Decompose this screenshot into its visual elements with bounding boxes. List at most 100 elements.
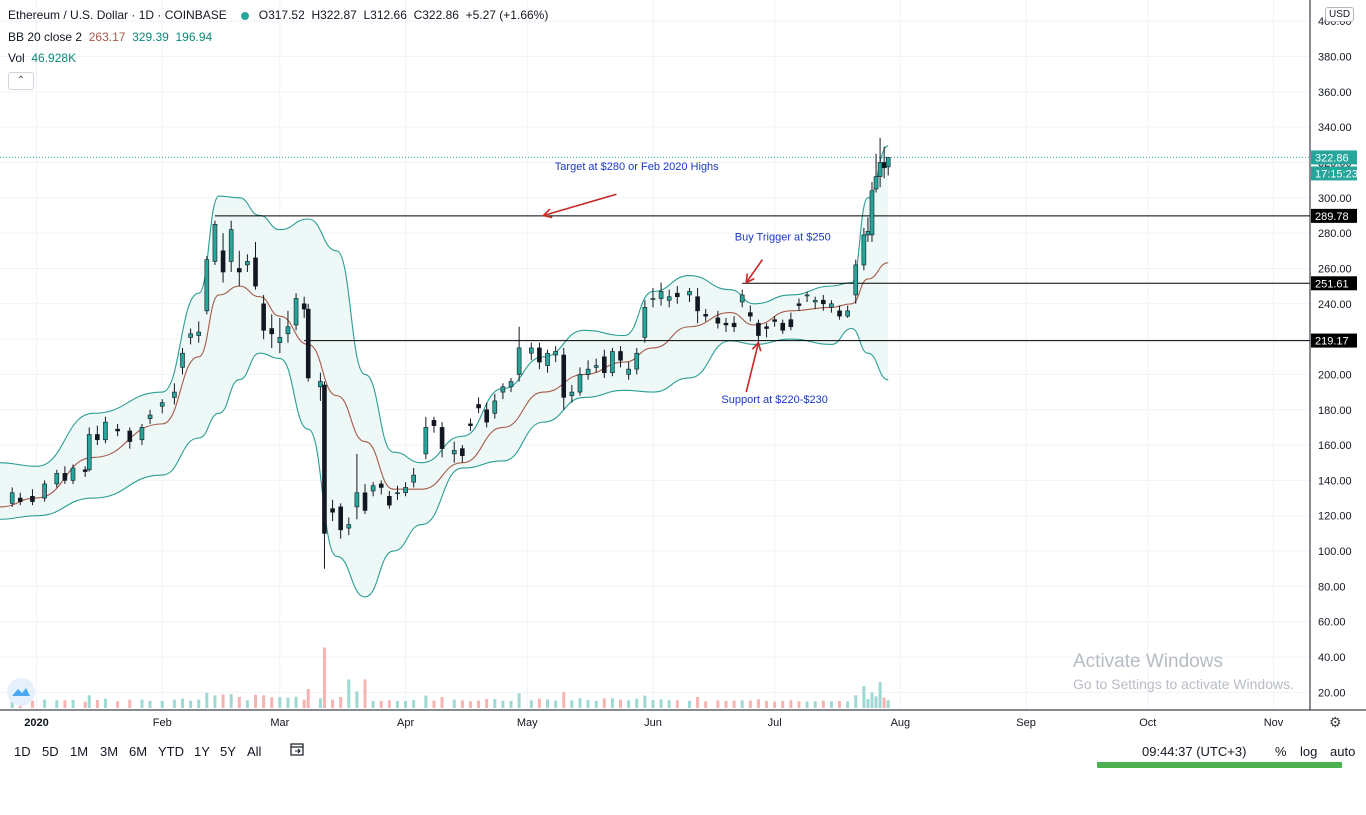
candle-down [236,268,242,273]
volume-bar [270,697,274,708]
price-badge-label: 289.78 [1315,211,1349,223]
log-toggle[interactable]: log [1300,744,1318,759]
gear-icon[interactable]: ⚙ [1329,714,1342,730]
symbol-title[interactable]: Ethereum / U.S. Dollar · 1D · COINBASE [8,8,227,22]
candle-down [561,354,567,398]
timeframe-6m[interactable]: 6M [129,744,148,759]
candle-down [756,322,761,336]
volume-bar [485,698,489,708]
candle-down [127,430,133,442]
candle-down [17,497,23,502]
candle-up [553,351,558,356]
legend-bb-row[interactable]: BB 20 close 2 263.17 329.39 196.94 [8,30,212,44]
volume-bar [619,699,623,708]
collapse-legend-button[interactable]: ⌃ [8,72,34,90]
legend-vol-row[interactable]: Vol 46.928K [8,51,76,65]
volume-bar [874,696,878,708]
time-tick-label: Nov [1264,717,1284,729]
candle-up [829,303,834,308]
candle-down [748,312,753,317]
volume-bar [813,701,817,708]
timeframe-5d[interactable]: 5D [42,744,59,759]
volume-bar [148,700,152,708]
candle-up [804,294,810,297]
volume-bar [30,700,34,708]
volume-bar [83,701,87,708]
percent-toggle[interactable]: % [1275,744,1287,759]
timeframe-5y[interactable]: 5Y [220,744,236,759]
timeframe-1y[interactable]: 1Y [194,744,210,759]
candle-up [610,351,615,373]
volume-bar [213,695,217,708]
volume-bar [432,700,436,708]
candle-down [62,473,68,481]
timeframe-3m[interactable]: 3M [100,744,119,759]
volume-bar [586,699,590,708]
volume-bar [602,698,606,708]
volume-bar [128,699,132,708]
candle-down [881,162,887,169]
volume-bar [704,701,708,708]
volume-bar [687,700,691,708]
timeframe-ytd[interactable]: YTD [158,744,184,759]
candle-down [715,317,721,324]
candle-down [362,492,368,511]
volume-bar [160,700,164,708]
candle-down [468,423,473,426]
candle-down [772,319,777,322]
time-tick-label: May [517,717,538,729]
candle-up [403,487,408,494]
timeframe-all[interactable]: All [247,744,262,759]
volume-bar [854,695,858,708]
volume-bar [318,698,322,708]
price-axis[interactable]: 20.00 40.00 60.00 80.00 100.00 120.00 140.00 16… [1318,16,1352,699]
volume-bar [562,692,566,708]
candle-up [642,307,648,338]
price-chart[interactable]: Target at $280 or Feb 2020 Highs Buy Trig… [0,0,1366,737]
candle-up [9,492,15,504]
volume-bar [229,694,233,708]
volume-bar [355,691,359,708]
annotation-arrowhead [751,341,762,352]
candle-up [277,337,283,343]
price-tick-label: 80.00 [1318,581,1346,593]
timeframe-1d[interactable]: 1D [14,744,31,759]
vol-value: 46.928K [31,51,77,65]
candle-down [305,308,311,379]
candle-up [451,450,457,455]
price-tick-label: 160.00 [1318,440,1352,452]
volume-bar [805,701,809,708]
volume-bar [537,698,541,708]
volume-bar [140,699,144,708]
candle-up [188,333,193,338]
currency-button[interactable]: USD [1325,7,1355,22]
calendar-goto-icon[interactable] [290,742,304,756]
candle-down [788,319,794,328]
volume-bar [570,700,574,708]
clock-display[interactable]: 09:44:37 (UTC+3) [1142,744,1247,759]
candle-up [54,473,60,485]
price-tick-label: 40.00 [1318,652,1346,664]
volume-bar [87,695,91,708]
price-badge [1311,150,1357,165]
volume-bar [63,700,67,708]
volume-bar [245,700,249,708]
auto-toggle[interactable]: auto [1330,744,1356,759]
annotation-arrow [543,193,617,217]
volume-bar [477,700,481,708]
volume-bar [221,694,225,708]
time-tick-label: Mar [270,717,289,729]
time-axis[interactable]: 2020 Feb Mar Apr May Jun Jul Aug Sep Oct Nov [24,717,1284,729]
candle-down [439,427,445,449]
volume-bar [821,700,825,708]
timeframe-1m[interactable]: 1M [70,744,89,759]
bb-lower-value: 196.94 [175,30,213,44]
candle-up [885,157,891,168]
volume-bar [651,699,655,708]
candle-down [82,469,88,472]
volume-bar [748,700,752,708]
volume-bar [765,700,769,708]
annotation-arrowhead [541,208,553,219]
volume-bar [387,700,391,708]
candle-down [703,314,708,317]
